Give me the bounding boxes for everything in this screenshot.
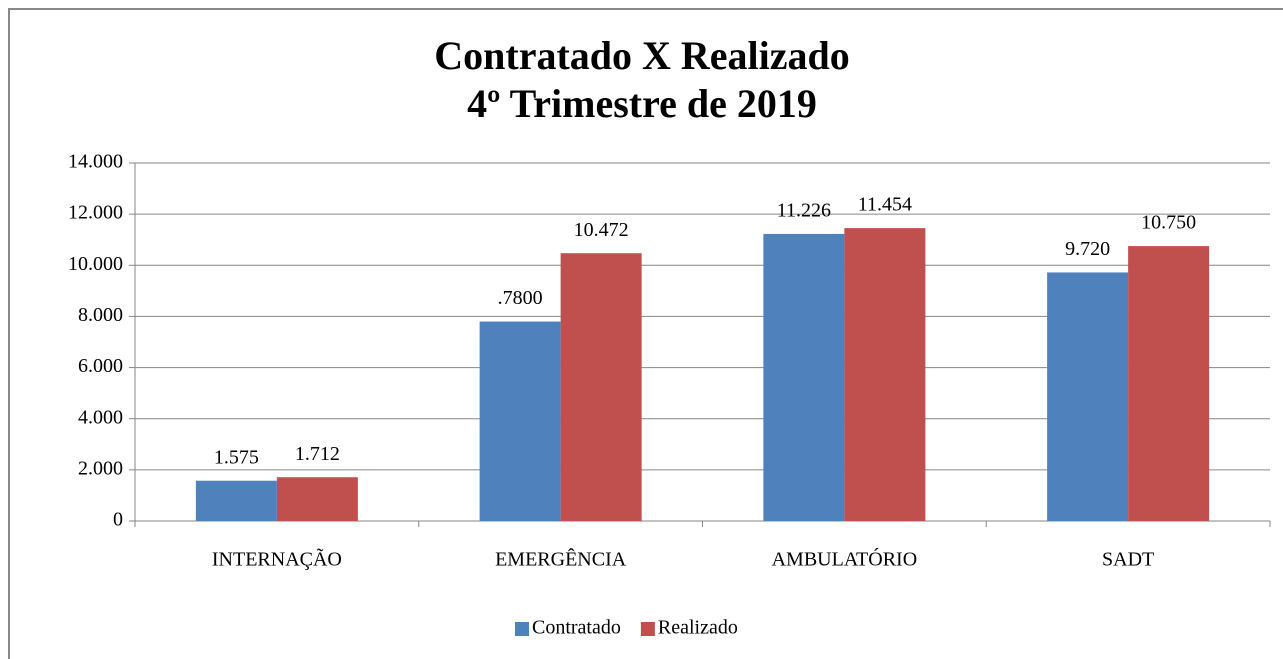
y-tick-label: 14.000 — [68, 151, 123, 173]
x-tick-label: SADT — [1102, 549, 1154, 571]
y-tick-label: 6.000 — [78, 355, 123, 377]
y-tick-label: 10.000 — [68, 253, 123, 275]
data-label: 9.720 — [1065, 238, 1110, 260]
bar — [560, 253, 642, 521]
y-tick-label: 0 — [113, 509, 123, 531]
bar — [1128, 246, 1210, 521]
chart-subtitle: 4º Trimestre de 2019 — [467, 81, 817, 126]
y-tick-label: 4.000 — [78, 406, 123, 428]
data-label: 10.750 — [1141, 212, 1196, 234]
x-tick-label: INTERNAÇÃO — [212, 547, 342, 571]
bar — [479, 321, 561, 521]
bar — [276, 477, 358, 521]
bar — [1047, 272, 1129, 521]
legend-swatch — [515, 622, 529, 636]
bar — [763, 233, 845, 521]
legend-label: Realizado — [658, 617, 738, 639]
legend-swatch — [640, 622, 655, 636]
data-label: 10.472 — [574, 219, 629, 241]
y-tick-label: 8.000 — [78, 304, 123, 326]
y-tick-label: 12.000 — [68, 202, 123, 224]
chart-border — [8, 8, 1283, 659]
data-label: 11.226 — [777, 200, 831, 222]
chart-title: Contratado X Realizado — [434, 33, 850, 78]
data-label: 11.454 — [858, 194, 912, 216]
x-tick-label: EMERGÊNCIA — [495, 548, 627, 571]
legend-label: Contratado — [532, 617, 621, 639]
y-tick-label: 2.000 — [78, 457, 123, 479]
bar — [844, 228, 926, 521]
x-tick-label: AMBULATÓRIO — [772, 547, 918, 571]
bar — [195, 480, 277, 521]
data-label: 1.712 — [295, 443, 340, 465]
data-label: 1.575 — [214, 446, 259, 468]
data-label: .7800 — [498, 287, 543, 309]
